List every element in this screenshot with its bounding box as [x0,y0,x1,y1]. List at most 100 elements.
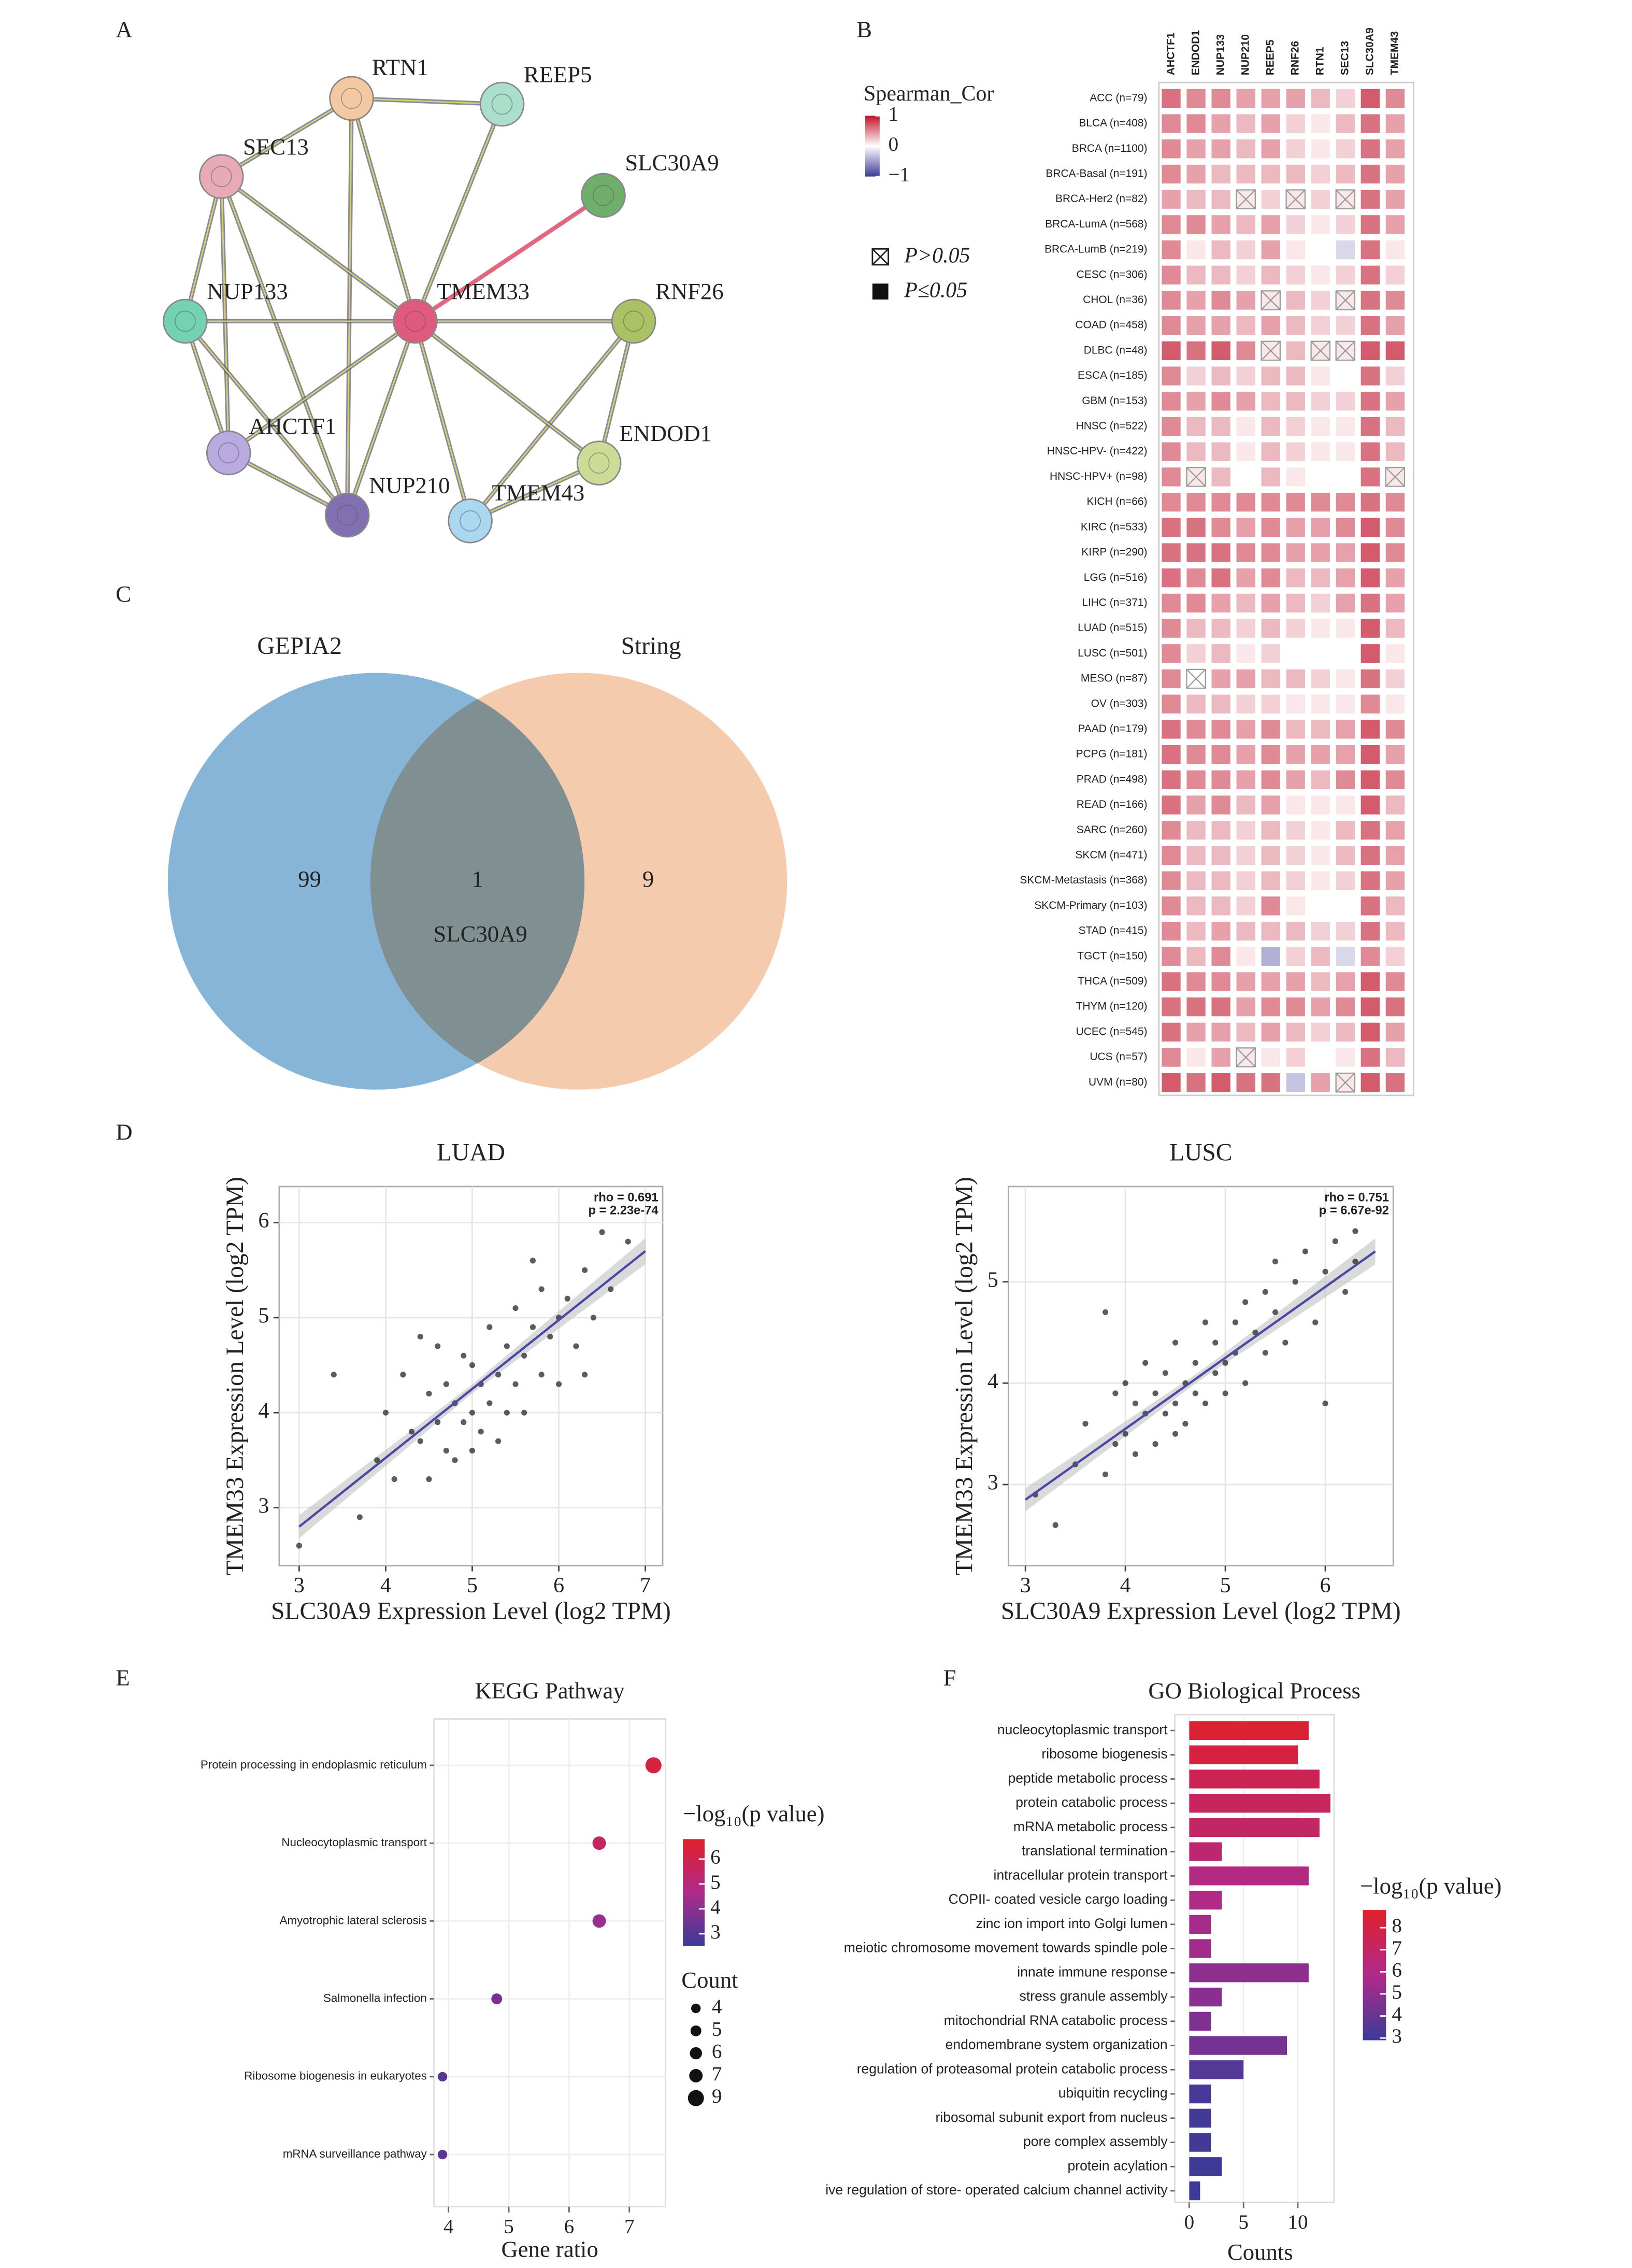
heatmap-cell [1211,770,1230,789]
heatmap-cell [1211,291,1230,310]
heatmap-cell [1186,164,1206,184]
heatmap-cell [1261,316,1280,335]
size-legend-dot [691,2003,701,2014]
heatmap-cell [1286,89,1305,108]
point [486,1400,493,1406]
point [1302,1248,1309,1254]
heatmap-cell [1336,720,1355,739]
x-tick-label: 6 [564,2215,575,2237]
heatmap-cell [1385,1048,1405,1067]
heatmap-cell [1336,417,1355,436]
heatmap-cell [1186,821,1206,840]
heatmap-cell [1261,1073,1280,1092]
plot-area [278,1186,664,1566]
heatmap-cell [1236,341,1255,361]
heatmap-cell [1311,694,1330,714]
y-tick-label: COPII- coated vesicle cargo loading [949,1891,1168,1907]
y-tick-label: 4 [258,1399,269,1423]
y-tick-label: 4 [987,1370,998,1393]
heatmap-cell [1336,947,1355,966]
row-label: PAAD (n=179) [1078,723,1147,735]
heatmap-cell [1361,190,1380,209]
heatmap-cell [1286,417,1305,436]
y-tick-label: innate immune response [1017,1964,1167,1979]
heatmap-cell [1311,593,1330,613]
heatmap-cell [1311,240,1330,260]
chart-title: GO Biological Process [1148,1678,1360,1704]
heatmap-cell [1286,593,1305,613]
heatmap-cell [1286,316,1305,335]
heatmap-frame [1158,81,1414,1096]
y-tick-label: 5 [258,1304,269,1328]
y-tick-label: stress granule assembly [1020,1988,1168,2004]
edge-highlight [184,321,230,453]
heatmap-cell [1186,694,1206,714]
heatmap-cell [1186,1048,1206,1067]
heatmap-cell [1236,921,1255,941]
point [1102,1471,1109,1478]
node-core [460,510,481,532]
heatmap-cell [1261,417,1280,436]
y-tick-label: 5 [987,1268,998,1292]
node-core [218,442,239,464]
heatmap-cell [1261,669,1280,689]
heatmap-cell [1336,846,1355,865]
point [1272,1259,1279,1265]
heatmap-cell [1311,947,1330,966]
heatmap-cell [1236,694,1255,714]
row-label: THCA (n=509) [1078,975,1147,987]
row-label: OV (n=303) [1091,697,1148,709]
dot [491,1993,503,2005]
point [1192,1360,1198,1366]
heatmap-cell [1361,997,1380,1017]
point [443,1381,449,1387]
node [163,298,208,344]
edge-highlight [346,321,416,516]
dot [592,1914,606,1928]
column-label: ENDOD1 [1190,30,1201,76]
heatmap-cell [1385,770,1405,789]
y-tick-label: Ribosome biogenesis in eukaryotes [244,2070,426,2082]
heatmap-cell [1162,291,1181,310]
heatmap-cell [1385,89,1405,108]
heatmap-cell [1261,997,1280,1017]
heatmap-cell [1261,114,1280,133]
heatmap-cell [1385,871,1405,890]
legend-x-box [871,248,890,266]
node-core [623,310,645,332]
heatmap-cell [1336,644,1355,663]
heatmap-cell [1336,896,1355,916]
bar [1189,1987,1222,2007]
y-tick-label: mRNA surveillance pathway [283,2147,427,2160]
row-label: MESO (n=87) [1081,673,1148,684]
colorbar-label: 7 [1392,1937,1402,1959]
heatmap-cell [1385,492,1405,512]
heatmap-cell [1236,467,1255,487]
heatmap-cell [1186,215,1206,234]
chart-title: KEGG Pathway [475,1678,625,1704]
point [1142,1360,1149,1366]
heatmap-cell [1385,644,1405,663]
heatmap-cell [1336,997,1355,1017]
heatmap-cell [1286,492,1305,512]
row-label: KIRP (n=290) [1081,546,1147,558]
heatmap-cell [1311,164,1330,184]
point [469,1448,476,1454]
heatmap-cell [1236,770,1255,789]
heatmap-cell [1162,821,1181,840]
heatmap-cell [1211,114,1230,133]
row-label: ACC (n=79) [1090,92,1147,104]
heatmap-cell [1336,543,1355,562]
heatmap-cell [1311,543,1330,562]
point [1162,1370,1168,1376]
heatmap-cell [1211,366,1230,386]
heatmap-cell [1311,467,1330,487]
heatmap-cell [1186,997,1206,1017]
heatmap-cell [1336,568,1355,588]
row-label: LIHC (n=371) [1082,596,1147,608]
heatmap-cell [1162,442,1181,461]
heatmap-cell [1236,846,1255,865]
edge-highlight [220,176,230,453]
heatmap-cell [1336,821,1355,840]
heatmap-cell [1311,291,1330,310]
